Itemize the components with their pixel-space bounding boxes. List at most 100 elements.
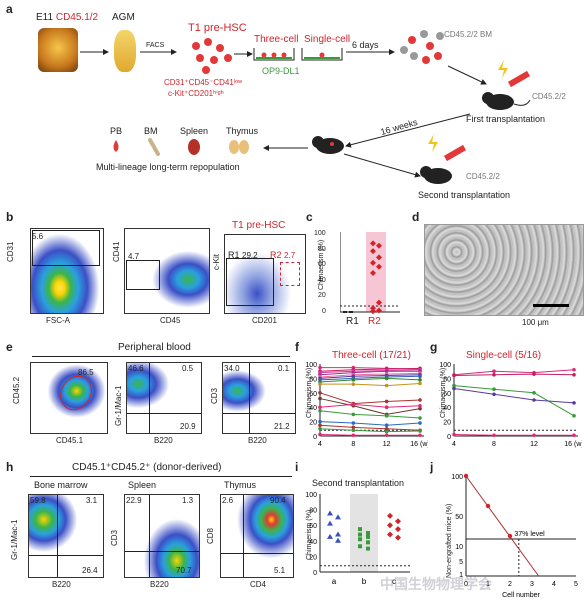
bm-cells [400,30,444,64]
x-axis-label: Cell number [502,592,540,599]
series-line [319,370,420,376]
c-chart [340,232,400,315]
g-chart: 0 20 40 60 80 100 4 8 12 16 (w) [439,362,582,448]
i-point-a [327,510,333,516]
b-y2: CD41 [112,241,121,262]
panel-f-label: f [295,340,299,354]
i-point-b [358,537,362,542]
g-title: Single-cell (5/16) [466,350,542,361]
d-scale-label: 100 μm [522,318,549,327]
e-q3-ur: 0.1 [278,364,290,373]
series-point [351,425,356,430]
y-tick-label: 10 [455,544,463,551]
bone-icon [148,138,160,156]
h-title: CD45.1⁺CD45.2⁺ (donor-derived) [72,462,222,473]
b-x2: CD45 [160,316,181,325]
series-line [453,434,574,436]
series-line [319,369,421,374]
series-line [453,373,575,377]
i-point-b [358,532,362,537]
embryo-image [38,28,78,72]
f-chart: 0 20 40 60 80 100 4 8 12 16 (w) [305,362,428,448]
b-y1: CD31 [6,241,15,262]
series-point [384,383,389,388]
x-tick-label: 5 [574,581,578,588]
b-x1: FSC-A [46,316,70,325]
c-x2: R2 [368,316,381,327]
series-point [384,429,389,434]
i-point-a [335,531,341,537]
mouse-1 [482,92,531,110]
series-line [319,377,421,383]
x-tick-label: 12 [530,441,538,448]
x-tick-label: 3 [530,581,534,588]
e-q3-ul: 34.0 [224,364,240,373]
e-title: Peripheral blood [118,342,191,353]
h-y3: CD8 [206,527,215,544]
x-tick-label: 16 (w) [410,441,428,448]
e-x3: B220 [248,436,267,445]
h-q3-lr: 5.1 [274,566,286,575]
i-point-a [327,533,333,539]
series-point [418,374,422,379]
i-point-b [366,534,370,539]
e11-label: E11 CD45.1/2 [36,12,99,23]
series-line [319,424,421,431]
i-band [350,494,378,572]
e-plot-1 [30,362,108,434]
h-plot-3 [220,494,294,578]
i-point-b [358,544,362,549]
op9-label: OP9-DL1 [262,66,300,76]
series-point [318,396,322,401]
repop-label: Multi-lineage long-term repopulation [96,162,240,172]
j-level-label: 37% level [514,531,545,538]
i-point-c [395,534,401,541]
spleen-icon [188,139,200,155]
series-point [492,392,496,397]
b-plot-3 [224,234,306,314]
i-point-c [395,518,401,525]
h-x1: B220 [52,580,71,589]
series-point [384,414,389,418]
h-q2-ur: 1.3 [182,496,194,505]
b-r2-label: R2 2.7 [270,250,296,260]
e-q3-lr: 21.2 [274,422,290,431]
series-point [572,414,576,418]
series-point [318,409,322,413]
panel-d-label: d [412,210,420,224]
series-line [319,372,421,378]
h-plot-1 [28,494,104,578]
series-line [319,434,420,436]
series-point [351,433,356,438]
e-gate-1-value: 86.5 [78,368,94,377]
c-point-r2 [376,299,382,306]
series-point [532,433,536,438]
c-x1: R1 [346,316,359,327]
series-point [318,365,322,370]
series-line [319,428,421,433]
well-single [301,48,343,61]
panel-j-label: j [430,460,434,474]
x-tick-label: 12 [383,441,391,448]
blood-drop-icon [113,140,119,152]
d-micrograph [424,224,584,316]
y-tick-label: 40 [309,539,317,546]
series-point [418,429,422,433]
y-tick-label: 100 [451,474,463,481]
series-point [418,406,422,411]
h-q3-ur: 90.4 [270,496,286,505]
marker-line-1: CD31⁺CD45⁻CD41ˡᵒʷ [164,78,242,87]
lightning-2 [428,134,438,152]
e-y1: CD45.2 [12,376,21,404]
agm-tissue-image [114,30,136,72]
panel-c-label: c [306,210,313,224]
b-plot-2 [124,228,210,314]
y-tick-label: 20 [309,554,317,561]
i-point-c [395,526,401,533]
c-tick-label: 0 [322,308,326,315]
e-x1: CD45.1 [56,436,84,445]
c-point-r2 [376,242,382,249]
bm-label: CD45.2/2 BM [444,30,493,39]
h-q1-ur: 3.1 [86,496,98,505]
y-tick-label: 20 [309,420,317,427]
